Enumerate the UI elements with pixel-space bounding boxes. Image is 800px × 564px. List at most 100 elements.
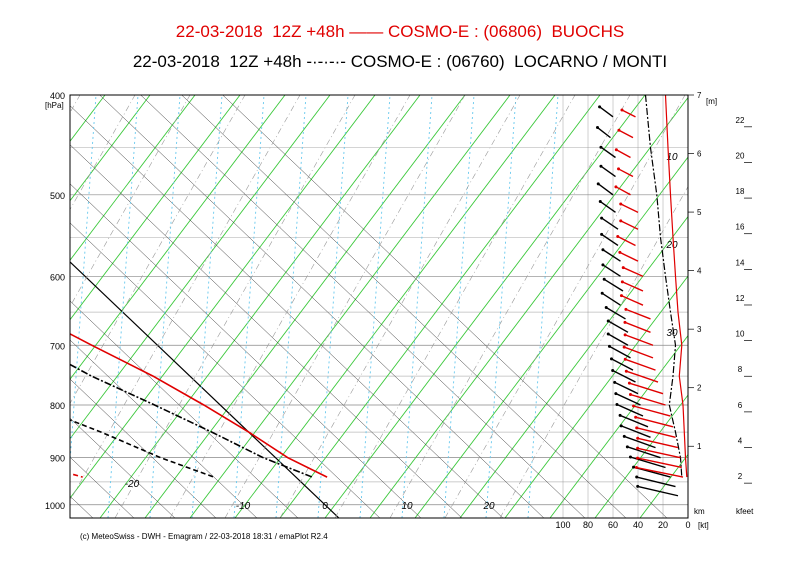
height-km-label: 4: [697, 267, 702, 276]
wind-barb-red-head: [620, 108, 624, 112]
isotherm-line: [70, 183, 422, 518]
wind-barb-black: [600, 146, 616, 159]
wind-barb-red-head: [628, 393, 632, 397]
wind-barb-red-head: [619, 202, 623, 206]
height-kfeet-label: 2: [738, 472, 743, 481]
height-kfeet-axis-label: kfeet: [736, 507, 754, 516]
wind-barb-red: [630, 393, 666, 406]
wind-barb-red: [622, 266, 644, 277]
isotherm-line: [222, 95, 668, 518]
wind-barb-red-head: [617, 167, 621, 171]
height-kfeet-label: 4: [738, 437, 743, 446]
mixing-ratio-line: [70, 95, 97, 468]
wind-barb-red: [626, 370, 659, 383]
wind-barb-red-head: [618, 250, 622, 254]
wind-barb-black-head: [606, 319, 610, 323]
wind-barb-black: [600, 165, 616, 178]
wind-barb-red-head: [636, 456, 640, 460]
dry-adiabat-line: [594, 394, 688, 518]
wind-barb-red-head: [623, 320, 627, 324]
wind-barb-red-head: [614, 185, 618, 189]
moist-adiabat-line: [70, 95, 301, 501]
title1-date: 22-03-2018: [175, 22, 263, 41]
series-line-locarno-monti-temperature: [70, 363, 313, 478]
wind-barb-red: [618, 129, 634, 139]
wind-barb-black: [609, 345, 631, 359]
wind-barb-black: [636, 476, 676, 488]
wind-barb-red-head: [635, 426, 639, 430]
wind-barb-black-head: [615, 402, 619, 406]
moist-adiabat-line: [70, 95, 81, 114]
isotherm-value-label: -20: [125, 479, 140, 490]
isotherm-line: [70, 105, 504, 518]
moist-adiabat-line: [169, 95, 411, 518]
wind-profile-buochs-wind-speed: [664, 95, 688, 478]
mixing-ratio-line: [107, 95, 139, 518]
wind-barb-red-head: [614, 148, 618, 152]
wind-barb-black-head: [602, 277, 606, 281]
mixing-ratio-line: [233, 95, 265, 518]
isotherm-value-label: 0: [322, 501, 328, 512]
wind-barb-red: [625, 358, 656, 371]
isotherm-line: [70, 378, 217, 518]
height-kfeet-label: 20: [736, 151, 745, 160]
wind-barb-black-head: [619, 424, 623, 428]
wind-barb-red-head: [627, 381, 631, 385]
pressure-tick-label: 800: [50, 401, 65, 411]
dry-adiabat-line: [70, 95, 151, 202]
wind-barb-red: [625, 308, 651, 320]
isotherm-line: [70, 339, 258, 518]
wind-barb-black: [615, 392, 641, 406]
wind-barb-black-head: [601, 263, 605, 267]
height-kfeet-label: 12: [736, 294, 745, 303]
wind-barb-red-head: [636, 436, 640, 440]
wind-barb-red-head: [632, 404, 636, 408]
title1-model: COSMO-E : (06806): [388, 22, 542, 41]
title-line-buochs: 22-03-2018 12Z +48h —— COSMO-E : (06806)…: [0, 22, 800, 42]
wind-barb-red: [637, 447, 681, 459]
wind-barb-red-head: [623, 333, 627, 337]
mixing-ratio-line: [443, 95, 475, 518]
wind-barb-black: [607, 320, 629, 333]
moist-adiabat-line: [389, 95, 631, 518]
wind-barb-black-head: [636, 484, 640, 488]
title1-run: 12Z +48h: [272, 22, 345, 41]
isotherm-value-label: 20: [482, 501, 495, 512]
isotherm-value-label: -10: [236, 501, 251, 512]
mixing-ratio-line: [485, 95, 517, 518]
wind-barb-red: [636, 427, 676, 439]
wind-barb-black: [607, 333, 629, 346]
title1-legend-line: ——: [349, 22, 384, 41]
wind-barb-red: [618, 168, 634, 178]
mixing-ratio-line: [0, 95, 12, 518]
mixing-ratio-line: [401, 95, 433, 518]
series-layer: [70, 332, 328, 478]
mixing-ratio-line: [527, 95, 559, 518]
wind-barb-black: [602, 264, 621, 277]
wind-barb-red-head: [622, 345, 626, 349]
wind-barb-black: [612, 369, 636, 383]
wind-barb-black-head: [613, 380, 617, 384]
wind-barb-red-head: [624, 307, 628, 311]
wind-barb-black: [597, 126, 611, 139]
wind-barb-black-head: [604, 305, 608, 309]
wind-barb-red: [616, 149, 631, 159]
isotherm-line: [70, 495, 94, 518]
moist-adiabat-line: [114, 95, 356, 518]
wind-barb-red: [622, 281, 644, 292]
height-km-unit: [m]: [706, 97, 717, 106]
mixing-ratio-line: [275, 95, 307, 518]
wind-barb-black: [620, 425, 651, 438]
wind-barb-black-head: [632, 465, 636, 469]
wind-barb-black-head: [618, 413, 622, 417]
title2-station: LOCARNO / MONTI: [514, 52, 668, 71]
mixing-ratio-line: [317, 95, 349, 518]
wind-barb-black: [601, 217, 619, 230]
wind-barb-black: [601, 292, 621, 306]
wind-barb-black-head: [600, 232, 604, 236]
wind-barb-red: [621, 294, 644, 306]
wind-barb-black-head: [599, 145, 603, 149]
wind-barb-black: [599, 106, 614, 118]
isotherm-line: [140, 95, 586, 518]
isotherm-line: [70, 300, 299, 518]
